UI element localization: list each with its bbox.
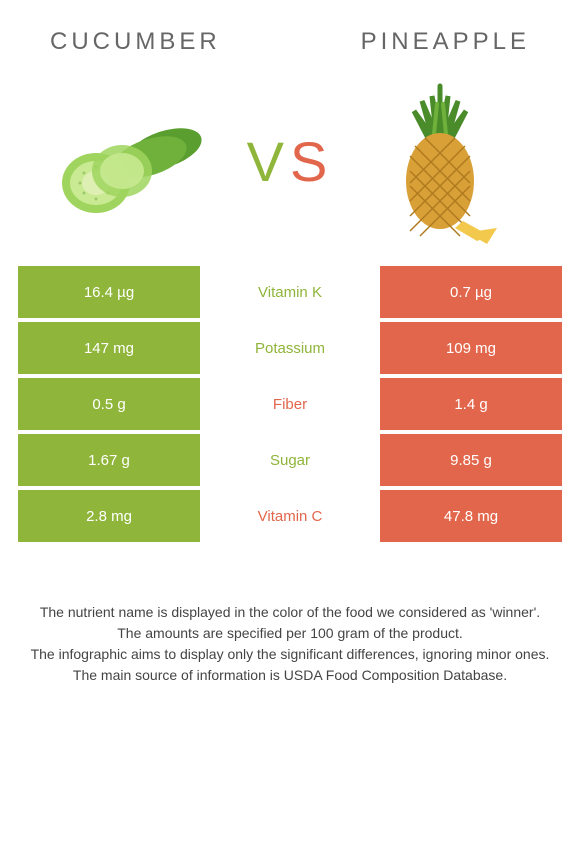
header-left: CUCUMBER	[50, 28, 221, 56]
footer-line: The nutrient name is displayed in the co…	[14, 602, 566, 623]
table-row: 1.67 g Sugar 9.85 g	[18, 434, 562, 486]
left-value: 0.5 g	[18, 378, 200, 430]
header-right: PINEAPPLE	[361, 28, 530, 56]
footer-line: The main source of information is USDA F…	[14, 665, 566, 686]
cucumber-image	[50, 86, 210, 236]
nutrient-label: Vitamin K	[200, 266, 380, 318]
nutrient-table: 16.4 µg Vitamin K 0.7 µg 147 mg Potassiu…	[0, 266, 580, 542]
table-row: 147 mg Potassium 109 mg	[18, 322, 562, 374]
vs-v: V	[247, 130, 290, 193]
pineapple-image	[370, 86, 530, 236]
nutrient-label: Fiber	[200, 378, 380, 430]
right-value: 9.85 g	[380, 434, 562, 486]
table-row: 2.8 mg Vitamin C 47.8 mg	[18, 490, 562, 542]
vs-s: S	[290, 130, 333, 193]
footer-line: The infographic aims to display only the…	[14, 644, 566, 665]
left-value: 2.8 mg	[18, 490, 200, 542]
right-value: 0.7 µg	[380, 266, 562, 318]
left-value: 147 mg	[18, 322, 200, 374]
footer-line: The amounts are specified per 100 gram o…	[14, 623, 566, 644]
right-value: 47.8 mg	[380, 490, 562, 542]
vs-label: VS	[247, 129, 334, 194]
left-value: 16.4 µg	[18, 266, 200, 318]
footer-notes: The nutrient name is displayed in the co…	[0, 546, 580, 686]
left-value: 1.67 g	[18, 434, 200, 486]
table-row: 16.4 µg Vitamin K 0.7 µg	[18, 266, 562, 318]
nutrient-label: Potassium	[200, 322, 380, 374]
nutrient-label: Vitamin C	[200, 490, 380, 542]
table-row: 0.5 g Fiber 1.4 g	[18, 378, 562, 430]
right-value: 109 mg	[380, 322, 562, 374]
nutrient-label: Sugar	[200, 434, 380, 486]
right-value: 1.4 g	[380, 378, 562, 430]
